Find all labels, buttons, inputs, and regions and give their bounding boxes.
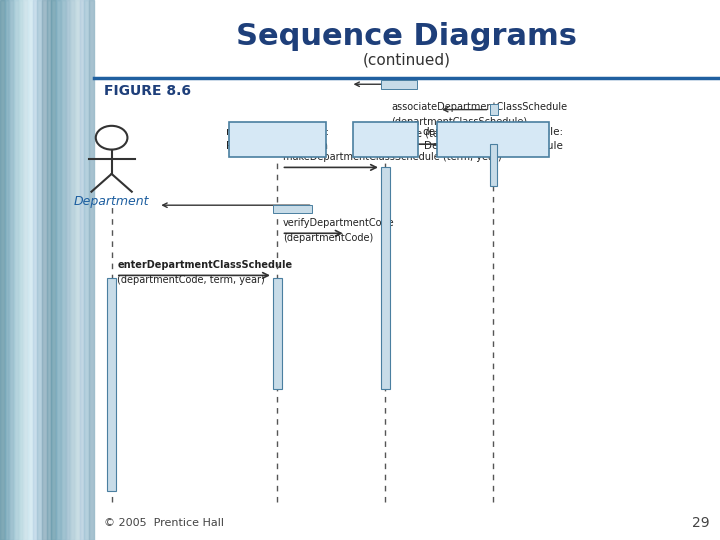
Bar (107, 278, 116, 491)
Bar (66, 0, 71, 540)
Text: Sequence Diagrams: Sequence Diagrams (236, 22, 577, 51)
Bar (71, 0, 75, 540)
Bar (60, 0, 66, 540)
Bar (353, 122, 418, 157)
Text: create (term, year): create (term, year) (391, 129, 484, 139)
Text: 29: 29 (692, 516, 709, 530)
Bar (273, 205, 312, 213)
Bar (52, 0, 56, 540)
Bar (42, 0, 47, 540)
Text: makeDepartmentClassSchedule (term, year): makeDepartmentClassSchedule (term, year) (283, 152, 502, 162)
Bar (47, 0, 52, 540)
Text: registrationSystem:: registrationSystem: (225, 127, 329, 137)
Bar (273, 278, 282, 389)
Bar (438, 122, 549, 157)
Text: (continued): (continued) (363, 53, 451, 68)
Bar (490, 104, 498, 115)
Bar (23, 0, 28, 540)
Bar (0, 0, 5, 540)
Text: associateDepartmentClassSchedule: associateDepartmentClassSchedule (391, 102, 567, 112)
Text: (departmentCode, term, year): (departmentCode, term, year) (117, 275, 265, 286)
Bar (14, 0, 19, 540)
Text: (departmentCode): (departmentCode) (283, 233, 373, 244)
Bar (490, 144, 497, 186)
Text: DepartmentClassSchedule: DepartmentClassSchedule (424, 141, 562, 151)
Text: RegistrationSystem: RegistrationSystem (226, 141, 328, 151)
Bar (75, 0, 80, 540)
Text: enterDepartmentClassSchedule: enterDepartmentClassSchedule (117, 260, 292, 270)
Bar (28, 0, 33, 540)
Bar (9, 0, 14, 540)
Text: © 2005  Prentice Hall: © 2005 Prentice Hall (104, 518, 225, 528)
Bar (37, 0, 42, 540)
Bar (56, 0, 60, 540)
Text: department:: department: (353, 127, 418, 137)
Bar (5, 0, 9, 540)
Text: departmentClassSchedule:: departmentClassSchedule: (423, 127, 564, 137)
Bar (19, 0, 23, 540)
Text: FIGURE 8.6: FIGURE 8.6 (104, 84, 192, 98)
Bar (381, 167, 390, 389)
Bar (381, 80, 417, 89)
Text: (departmentClassSchedule): (departmentClassSchedule) (391, 117, 527, 127)
Bar (89, 0, 94, 540)
Text: verifyDepartmentCode: verifyDepartmentCode (283, 218, 395, 228)
Text: Department: Department (354, 141, 417, 151)
Bar (33, 0, 37, 540)
Bar (79, 0, 84, 540)
Text: Department: Department (74, 195, 149, 208)
Bar (84, 0, 89, 540)
Bar (229, 122, 325, 157)
